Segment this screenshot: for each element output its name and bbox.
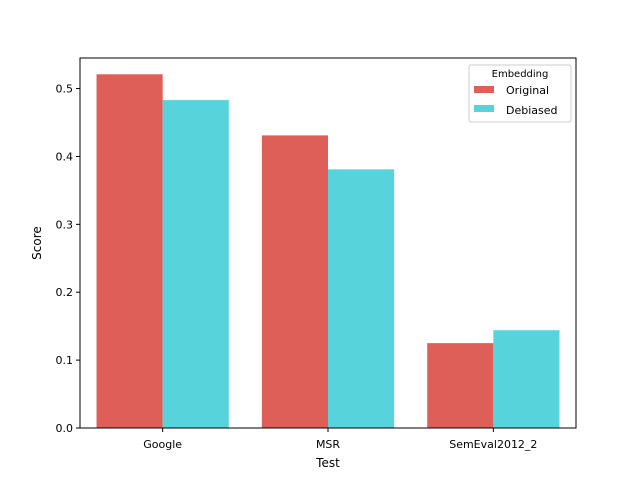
legend: Embedding Original Debiased bbox=[468, 64, 572, 123]
x-axis: Google MSR SemEval2012_2 bbox=[143, 428, 537, 451]
x-axis-label: Test bbox=[315, 456, 340, 470]
x-tick-label: Google bbox=[143, 438, 182, 451]
plot-frame bbox=[79, 57, 577, 429]
bar-original-0 bbox=[96, 74, 163, 428]
legend-swatch-debiased bbox=[474, 105, 494, 112]
y-tick-label: 0.0 bbox=[56, 422, 74, 435]
bar-debiased-1 bbox=[328, 169, 395, 428]
bar-original-2 bbox=[427, 343, 494, 428]
bar-debiased-2 bbox=[493, 330, 560, 428]
y-tick-label: 0.2 bbox=[56, 286, 74, 299]
y-tick-label: 0.5 bbox=[56, 83, 74, 96]
x-tick-label: SemEval2012_2 bbox=[449, 438, 537, 451]
bars-group bbox=[96, 74, 560, 429]
legend-swatch-original bbox=[474, 86, 494, 93]
x-tick-label: MSR bbox=[316, 438, 340, 451]
y-axis: 0.0 0.1 0.2 0.3 0.4 0.5 bbox=[56, 83, 80, 435]
legend-label-debiased: Debiased bbox=[506, 104, 558, 117]
legend-label-original: Original bbox=[506, 84, 549, 97]
legend-title: Embedding bbox=[492, 69, 549, 80]
legend-box bbox=[468, 64, 572, 123]
bar-debiased-0 bbox=[162, 100, 229, 429]
y-tick-label: 0.4 bbox=[56, 150, 74, 163]
y-axis-label: Score bbox=[30, 226, 44, 260]
y-tick-label: 0.1 bbox=[56, 354, 74, 367]
y-tick-label: 0.3 bbox=[56, 218, 74, 231]
bar-original-1 bbox=[261, 135, 328, 428]
